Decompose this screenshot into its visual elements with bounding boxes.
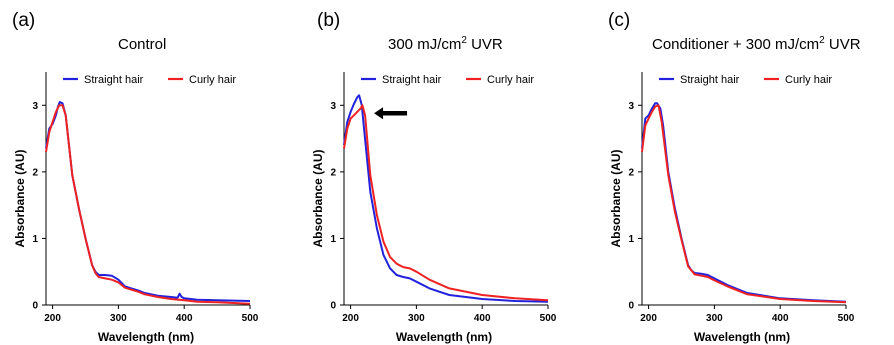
x-tick-label: 200 (640, 313, 657, 324)
title-superscript: 2 (819, 35, 825, 46)
y-tick-label: 1 (330, 234, 336, 245)
panel-letter: (c) (608, 10, 631, 31)
panel-title: Control (118, 35, 166, 53)
y-tick-label: 0 (628, 301, 634, 312)
chart-c: 0 1 2 3 200 300 400 500 Wavelength (nm) Absorbanc… (609, 72, 855, 344)
title-suffix: UVR (466, 36, 503, 53)
legend-label-straight: Straight hair (680, 74, 740, 86)
y-tick-label: 1 (32, 234, 38, 245)
legend-label-curly: Curly hair (189, 74, 236, 86)
y-tick-label: 2 (628, 167, 634, 178)
panel-b: (b) 300 mJ/cm2 UVR 0 1 2 3 200 300 400 500 Wavel… (298, 0, 596, 345)
series-line-curly (343, 104, 549, 302)
legend-label-straight: Straight hair (382, 74, 442, 86)
panel-a: (a) Control 0 1 2 3 200 300 400 500 Wavelength (… (0, 0, 298, 345)
y-tick-label: 2 (330, 167, 336, 178)
x-tick-label: 500 (540, 313, 557, 324)
y-tick-label: 3 (628, 101, 634, 112)
panel-title: 300 mJ/cm2 UVR (388, 35, 503, 53)
x-tick-label: 300 (706, 313, 723, 324)
x-tick-label: 500 (838, 313, 855, 324)
panel-title: Conditioner + 300 mJ/cm2 UVR (652, 35, 861, 53)
x-tick-label: 400 (176, 313, 193, 324)
x-tick-label: 300 (408, 313, 425, 324)
x-tick-label: 200 (44, 313, 61, 324)
title-text: Control (118, 36, 167, 53)
x-axis-label: Wavelength (nm) (98, 330, 194, 344)
y-tick-label: 1 (628, 234, 634, 245)
y-axis-label: Absorbance (AU) (609, 149, 623, 247)
title-text: Conditioner + 300 mJ/cm (652, 36, 820, 53)
series-line-straight (343, 94, 549, 303)
legend-label-straight: Straight hair (84, 74, 144, 86)
title-suffix: UVR (824, 36, 861, 53)
x-tick-label: 200 (342, 313, 359, 324)
y-tick-label: 2 (32, 167, 38, 178)
y-axis-label: Absorbance (AU) (311, 149, 325, 247)
x-tick-label: 500 (242, 313, 259, 324)
title-superscript: 2 (461, 35, 467, 46)
panel-letter: (a) (12, 10, 36, 31)
legend-label-curly: Curly hair (487, 74, 534, 86)
series-line-curly (45, 104, 251, 305)
x-tick-label: 300 (110, 313, 127, 324)
series-line-straight (45, 101, 251, 302)
panel-letter: (b) (317, 10, 341, 31)
x-axis-label: Wavelength (nm) (694, 330, 790, 344)
y-axis-label: Absorbance (AU) (13, 149, 27, 247)
y-tick-label: 3 (32, 101, 38, 112)
x-tick-label: 400 (772, 313, 789, 324)
title-text: 300 mJ/cm (388, 36, 462, 53)
chart-a: 0 1 2 3 200 300 400 500 Wavelength (nm) Absorbanc… (13, 72, 259, 344)
x-tick-label: 400 (474, 313, 491, 324)
annotation-arrow-icon (374, 107, 408, 120)
x-axis-label: Wavelength (nm) (396, 330, 492, 344)
legend-label-curly: Curly hair (785, 74, 832, 86)
y-tick-label: 0 (330, 301, 336, 312)
y-tick-label: 0 (32, 301, 38, 312)
chart-b: 0 1 2 3 200 300 400 500 Wavelength (nm) Absorbanc… (311, 72, 557, 344)
panel-c: (c) Conditioner + 300 mJ/cm2 UVR 0 1 2 3 200… (596, 0, 894, 345)
series-line-curly (641, 104, 847, 304)
y-tick-label: 3 (330, 101, 336, 112)
